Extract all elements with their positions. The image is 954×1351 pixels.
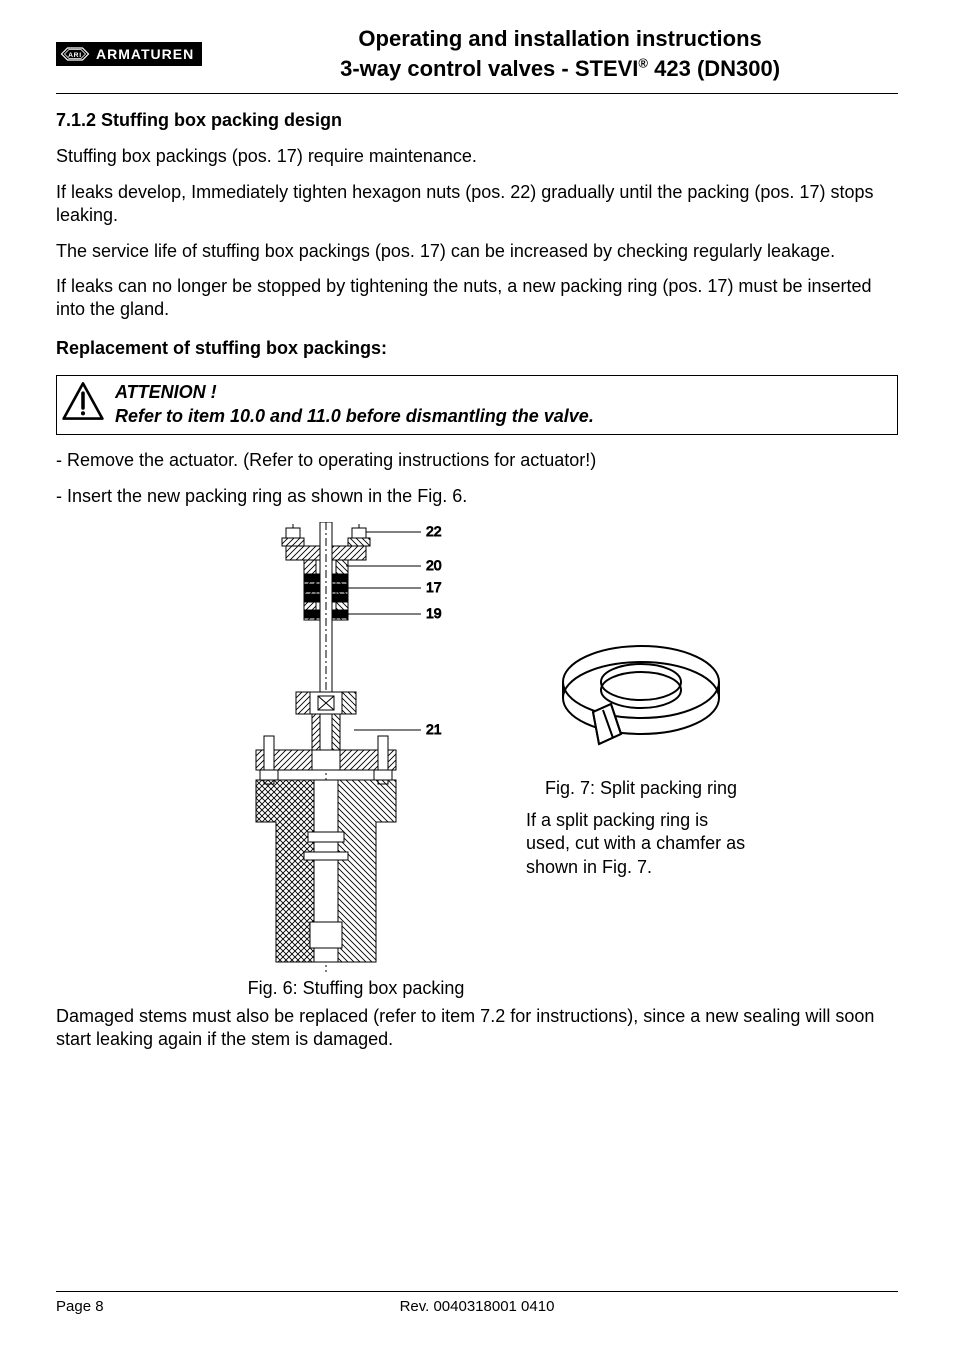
footer-right: [748, 1298, 898, 1315]
step-1: - Remove the actuator. (Refer to operati…: [56, 449, 898, 472]
figure-7-note: If a split packing ring is used, cut wit…: [526, 809, 756, 879]
callout-text: ATTENION ! Refer to item 10.0 and 11.0 b…: [115, 380, 594, 429]
svg-text:ARI: ARI: [68, 52, 82, 59]
page-footer: Page 8 Rev. 0040318001 0410: [56, 1291, 898, 1315]
logo-text: ARMATUREN: [96, 46, 194, 62]
stuffing-box-diagram: 22 20 17 19 21: [226, 522, 486, 972]
footer-page-number: Page 8: [56, 1298, 206, 1315]
title-line-2: 3-way control valves - STEVI® 423 (DN300…: [222, 54, 898, 84]
paragraph-4: If leaks can no longer be stopped by tig…: [56, 275, 898, 322]
step-2: - Insert the new packing ring as shown i…: [56, 485, 898, 508]
leader-17: 17: [426, 579, 442, 595]
figures-row: 22 20 17 19 21 Fig. 6: Stuffing box pack…: [56, 522, 898, 999]
header-rule: [56, 93, 898, 94]
section-heading: 7.1.2 Stuffing box packing design: [56, 110, 898, 131]
figure-6: 22 20 17 19 21 Fig. 6: Stuffing box pack…: [226, 522, 486, 999]
title-line-1: Operating and installation instructions: [222, 24, 898, 54]
figure-7: Fig. 7: Split packing ring If a split pa…: [526, 612, 756, 879]
spacer: [56, 1058, 898, 1291]
logo-diamond-icon: ARI: [60, 45, 90, 63]
title-prefix: 3-way control valves - STEVI: [340, 56, 638, 81]
warning-triangle-icon: [61, 380, 105, 422]
leader-19: 19: [426, 605, 442, 621]
callout-line-2: Refer to item 10.0 and 11.0 before disma…: [115, 404, 594, 428]
paragraph-2: If leaks develop, Immediately tighten he…: [56, 181, 898, 228]
closing-paragraph: Damaged stems must also be replaced (ref…: [56, 1005, 898, 1052]
title-suffix: 423 (DN300): [648, 56, 780, 81]
leader-22: 22: [426, 523, 442, 539]
leader-21: 21: [426, 721, 442, 737]
document-title: Operating and installation instructions …: [222, 24, 898, 83]
footer-revision: Rev. 0040318001 0410: [206, 1298, 748, 1315]
paragraph-3: The service life of stuffing box packing…: [56, 240, 898, 263]
figure-6-caption: Fig. 6: Stuffing box packing: [248, 978, 465, 999]
page-header: ARI ARMATUREN Operating and installation…: [56, 24, 898, 83]
split-packing-ring-diagram: [541, 612, 741, 772]
registered-mark: ®: [638, 55, 648, 70]
callout-line-1: ATTENION !: [115, 380, 594, 404]
paragraph-1: Stuffing box packings (pos. 17) require …: [56, 145, 898, 168]
leader-20: 20: [426, 557, 442, 573]
brand-logo: ARI ARMATUREN: [56, 42, 202, 66]
figure-7-caption: Fig. 7: Split packing ring: [545, 778, 737, 799]
replacement-subhead: Replacement of stuffing box packings:: [56, 338, 898, 359]
attention-callout: ATTENION ! Refer to item 10.0 and 11.0 b…: [56, 375, 898, 436]
